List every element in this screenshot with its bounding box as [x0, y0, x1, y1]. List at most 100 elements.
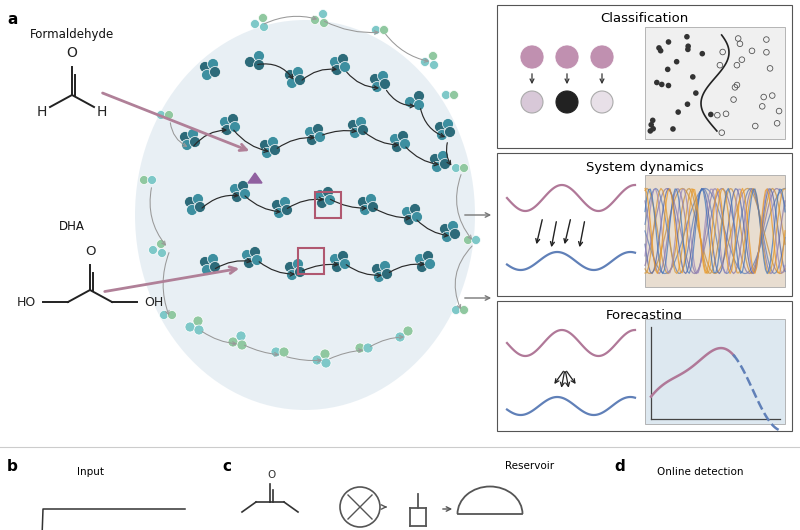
Circle shape	[251, 254, 262, 266]
Circle shape	[258, 13, 267, 22]
Circle shape	[374, 271, 385, 282]
Circle shape	[318, 10, 327, 19]
Circle shape	[363, 343, 373, 353]
Circle shape	[243, 258, 254, 269]
Circle shape	[262, 147, 273, 158]
Circle shape	[431, 162, 442, 172]
Bar	[645, 319, 785, 424]
Circle shape	[186, 205, 198, 216]
Circle shape	[429, 51, 438, 60]
Circle shape	[185, 197, 195, 208]
Bar	[298, 248, 324, 274]
Circle shape	[187, 128, 198, 139]
Circle shape	[674, 59, 679, 65]
Circle shape	[665, 67, 670, 72]
Circle shape	[294, 267, 306, 278]
Circle shape	[414, 100, 425, 110]
Circle shape	[294, 75, 306, 85]
Circle shape	[331, 261, 342, 272]
Circle shape	[314, 131, 326, 143]
Circle shape	[159, 311, 169, 320]
Text: O: O	[267, 470, 275, 480]
Text: Input: Input	[77, 467, 103, 477]
Circle shape	[366, 193, 377, 205]
Circle shape	[350, 128, 361, 138]
Circle shape	[312, 355, 322, 365]
Circle shape	[359, 205, 370, 216]
Circle shape	[459, 305, 469, 314]
Circle shape	[179, 131, 190, 143]
Circle shape	[338, 54, 349, 65]
Circle shape	[382, 269, 393, 279]
Circle shape	[358, 197, 369, 208]
Circle shape	[222, 125, 233, 136]
Circle shape	[193, 193, 203, 205]
Circle shape	[685, 47, 690, 52]
Circle shape	[331, 65, 342, 75]
Circle shape	[430, 154, 441, 164]
Circle shape	[411, 211, 422, 223]
Text: HO: HO	[17, 296, 36, 308]
Circle shape	[286, 269, 298, 280]
Circle shape	[647, 128, 653, 134]
Circle shape	[238, 181, 249, 191]
Circle shape	[165, 110, 174, 119]
Circle shape	[242, 250, 253, 261]
Circle shape	[659, 82, 665, 87]
Circle shape	[230, 183, 241, 195]
Circle shape	[250, 246, 261, 258]
Circle shape	[285, 69, 295, 81]
Circle shape	[685, 101, 690, 107]
Circle shape	[199, 257, 210, 268]
Circle shape	[437, 129, 447, 140]
Circle shape	[654, 80, 660, 85]
Text: O: O	[66, 46, 78, 60]
Circle shape	[210, 66, 221, 77]
Circle shape	[656, 45, 662, 51]
Circle shape	[378, 70, 389, 82]
Circle shape	[414, 91, 425, 102]
Polygon shape	[248, 173, 262, 183]
Circle shape	[590, 45, 614, 69]
Circle shape	[379, 261, 390, 271]
Circle shape	[684, 34, 690, 40]
Circle shape	[371, 263, 382, 275]
Circle shape	[274, 208, 285, 218]
Circle shape	[370, 74, 381, 84]
Circle shape	[314, 190, 326, 200]
Circle shape	[270, 145, 281, 155]
Circle shape	[556, 91, 578, 113]
Circle shape	[410, 204, 421, 215]
Circle shape	[279, 347, 289, 357]
Text: DHA: DHA	[59, 220, 85, 233]
Circle shape	[521, 91, 543, 113]
Circle shape	[182, 139, 193, 151]
Circle shape	[379, 78, 390, 90]
Bar	[497, 153, 792, 296]
Circle shape	[236, 331, 246, 341]
Bar	[645, 175, 785, 287]
Circle shape	[319, 19, 329, 28]
Circle shape	[693, 90, 698, 96]
Circle shape	[414, 253, 426, 264]
Circle shape	[245, 57, 255, 67]
Text: a: a	[7, 12, 18, 27]
Circle shape	[310, 15, 319, 24]
Text: Online detection: Online detection	[657, 467, 743, 477]
Circle shape	[267, 137, 278, 147]
Circle shape	[193, 316, 203, 326]
Circle shape	[439, 224, 450, 234]
Text: d: d	[614, 459, 625, 474]
Circle shape	[313, 123, 323, 135]
Circle shape	[442, 232, 453, 243]
Circle shape	[379, 25, 389, 34]
Text: Classification: Classification	[600, 13, 689, 25]
Circle shape	[230, 121, 241, 132]
Circle shape	[658, 48, 663, 54]
Text: System dynamics: System dynamics	[586, 161, 703, 173]
Circle shape	[355, 117, 366, 128]
Circle shape	[305, 127, 315, 137]
Text: Formaldehyde: Formaldehyde	[30, 28, 114, 41]
Circle shape	[338, 251, 349, 261]
Circle shape	[199, 61, 210, 73]
